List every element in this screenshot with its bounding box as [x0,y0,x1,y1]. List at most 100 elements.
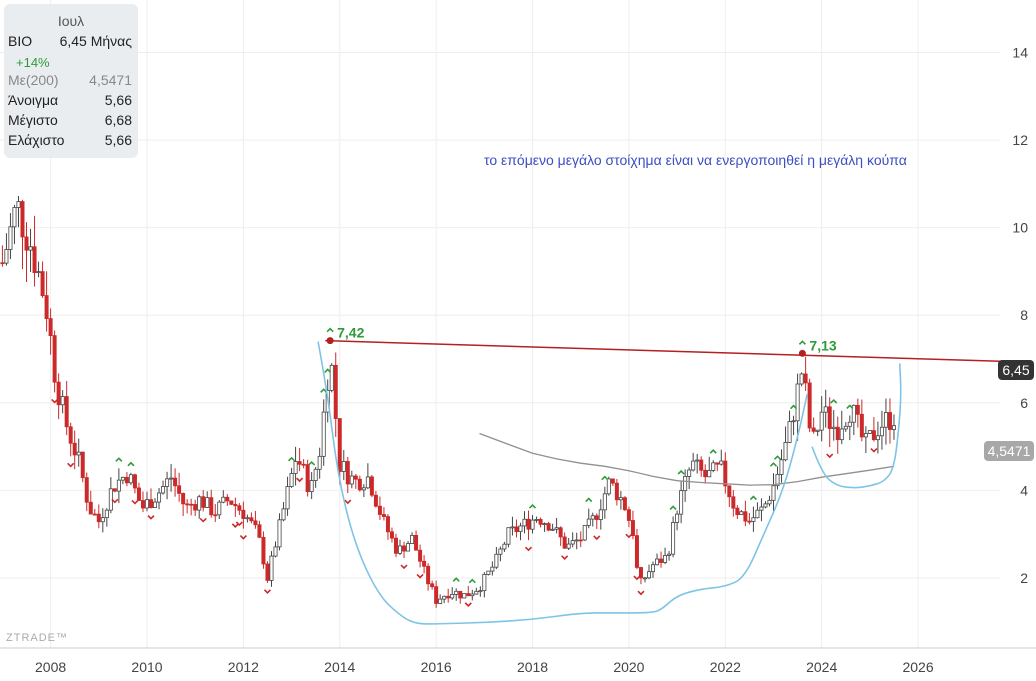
candle-body [349,475,354,485]
candle-body [377,505,382,515]
candle-body [84,477,89,503]
candle-body [197,496,202,511]
candle-body [851,404,856,423]
candle-body [68,426,73,444]
candle-body [679,490,684,515]
candle-body [478,590,483,593]
candle-body [482,574,487,592]
candle-body [213,514,218,517]
low-marker-icon [464,602,472,608]
last-price-badge: 6,45 [998,360,1034,380]
y-tick-label: 6 [1020,395,1028,411]
candle-body [695,459,700,462]
candle-body [442,595,447,600]
low-marker-icon [131,499,139,505]
low-marker-icon [235,521,243,527]
low-marker-icon [625,533,633,539]
ma-row: Με(200) 4,5471 [8,72,132,90]
high-marker-icon [677,469,685,475]
candle-body [341,461,346,472]
high-label: Μέγιστο [8,112,58,128]
candle-body [586,518,591,526]
candle-body [345,461,350,485]
high-marker-icon [115,457,123,462]
chart-annotation: το επόμενο μεγάλο στοίχημα είναι να ενερ… [484,152,907,168]
candle-body [438,598,443,604]
candle-body [177,485,182,494]
candle-body [711,462,716,471]
candle-body [161,486,166,494]
y-tick-label: 4 [1020,482,1028,498]
candle-body [205,497,210,508]
candle-body [655,558,660,566]
candle-body [56,381,61,406]
candle-body [446,595,451,599]
candle-body [767,499,772,505]
candle-body [550,528,555,531]
cup-pattern-2 [811,363,902,489]
candle-body [321,411,326,457]
candle-body [60,396,65,406]
peak-point [798,349,806,357]
candle-body [871,430,876,441]
candle-body [88,501,93,515]
candle-body [257,524,262,538]
candle-body [193,504,198,511]
candle-body [144,499,149,509]
low-label: Ελάχιστο [8,132,65,148]
candle-body [843,425,848,430]
candle-body [329,364,334,391]
candle-body [867,430,872,434]
candle-body [891,425,896,430]
candle-body [791,420,796,423]
candle-body [887,412,892,430]
candle-body [614,482,619,501]
high-marker-icon [308,460,316,466]
candle-body [381,514,386,517]
candle-body [594,515,599,520]
candle-body [683,476,688,492]
low-marker-icon [147,515,155,520]
candle-body [823,406,828,413]
high-row: Μέγιστο 6,68 [8,112,132,130]
open-label: Άνοιγμα [8,92,59,108]
candle-body [96,513,101,523]
high-marker-icon [846,404,854,410]
candle-body [385,516,390,533]
high-marker-icon [468,578,476,584]
x-tick-label: 2018 [517,659,548,675]
candle-body [598,509,603,520]
info-panel: Ιουλ ΒΙΟ 6,45 Μήνας +14% Με(200) 4,5471 … [4,4,138,158]
y-tick-label: 10 [1012,220,1028,236]
low-value: 5,66 [104,132,132,148]
candle-body [393,537,398,554]
candle-body [771,485,776,501]
low-marker-icon [416,573,424,579]
open-row: Άνοιγμα 5,66 [8,92,132,110]
candle-body [707,470,712,478]
candle-body [510,526,515,529]
peak-trough-markers [51,327,878,608]
candle-body [410,534,415,544]
candle-body [201,496,206,508]
x-tick-label: 2022 [710,659,741,675]
candle-body [317,455,322,470]
high-marker-icon [830,398,838,404]
candle-body [64,396,69,428]
candle-body [450,594,455,599]
candle-body [498,548,503,555]
candle-body [502,543,507,550]
candle-body [819,411,824,431]
candle-body [731,496,736,509]
y-tick-label: 8 [1020,307,1028,323]
y-tick-label: 12 [1012,132,1028,148]
candle-body [755,509,760,519]
candle-body [4,249,9,264]
high-marker-icon [288,456,296,462]
candle-body [373,494,378,507]
candle-body [361,487,366,491]
ma-label: Με(200) [8,72,59,88]
low-marker-icon [524,546,533,552]
candle-body [743,511,748,522]
